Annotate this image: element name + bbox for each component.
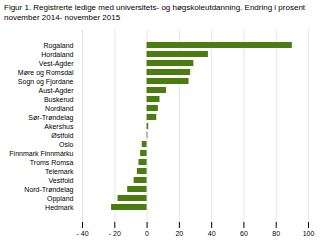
html-text:Figur 1. Registrerte ledige me: Figur 1. Registrerte ledige med universi…	[4, 3, 306, 22]
svg-text:Vest-Agder: Vest-Agder	[39, 60, 74, 68]
svg-text:Sør-Trøndelag: Sør-Trøndelag	[28, 114, 73, 122]
svg-text:Østfold: Østfold	[51, 132, 73, 139]
svg-text:Møre og Romsdal: Møre og Romsdal	[18, 69, 74, 77]
svg-text:100: 100	[303, 230, 315, 237]
svg-text:Aust-Agder: Aust-Agder	[38, 87, 74, 95]
svg-text:Rogaland: Rogaland	[44, 42, 74, 50]
svg-text:Troms Romsa: Troms Romsa	[30, 159, 74, 166]
svg-text:Buskerud: Buskerud	[44, 96, 74, 103]
svg-text:Oslo: Oslo	[59, 141, 74, 148]
svg-text:Telemark: Telemark	[45, 168, 74, 175]
svg-text:Finnmark Finnmárku: Finnmark Finnmárku	[9, 150, 73, 157]
svg-text:Oppland: Oppland	[47, 195, 74, 203]
svg-text:Vestfold: Vestfold	[49, 177, 74, 184]
svg-text:60: 60	[240, 230, 248, 237]
svg-text:Sogn og Fjordane: Sogn og Fjordane	[18, 78, 74, 86]
svg-text:Hedmark: Hedmark	[45, 204, 74, 211]
svg-text:40: 40	[208, 230, 216, 237]
svg-text:20: 20	[175, 230, 183, 237]
svg-text:Hordaland: Hordaland	[41, 51, 73, 58]
svg-text:- 20: - 20	[109, 230, 121, 237]
svg-text:Akershus: Akershus	[44, 123, 74, 130]
svg-text:0: 0	[145, 230, 149, 237]
svg-text:- 40: - 40	[76, 230, 88, 237]
svg-text:Nord-Trøndelag: Nord-Trøndelag	[24, 186, 73, 194]
svg-text:Nordland: Nordland	[45, 105, 74, 112]
svg-text:80: 80	[272, 230, 280, 237]
